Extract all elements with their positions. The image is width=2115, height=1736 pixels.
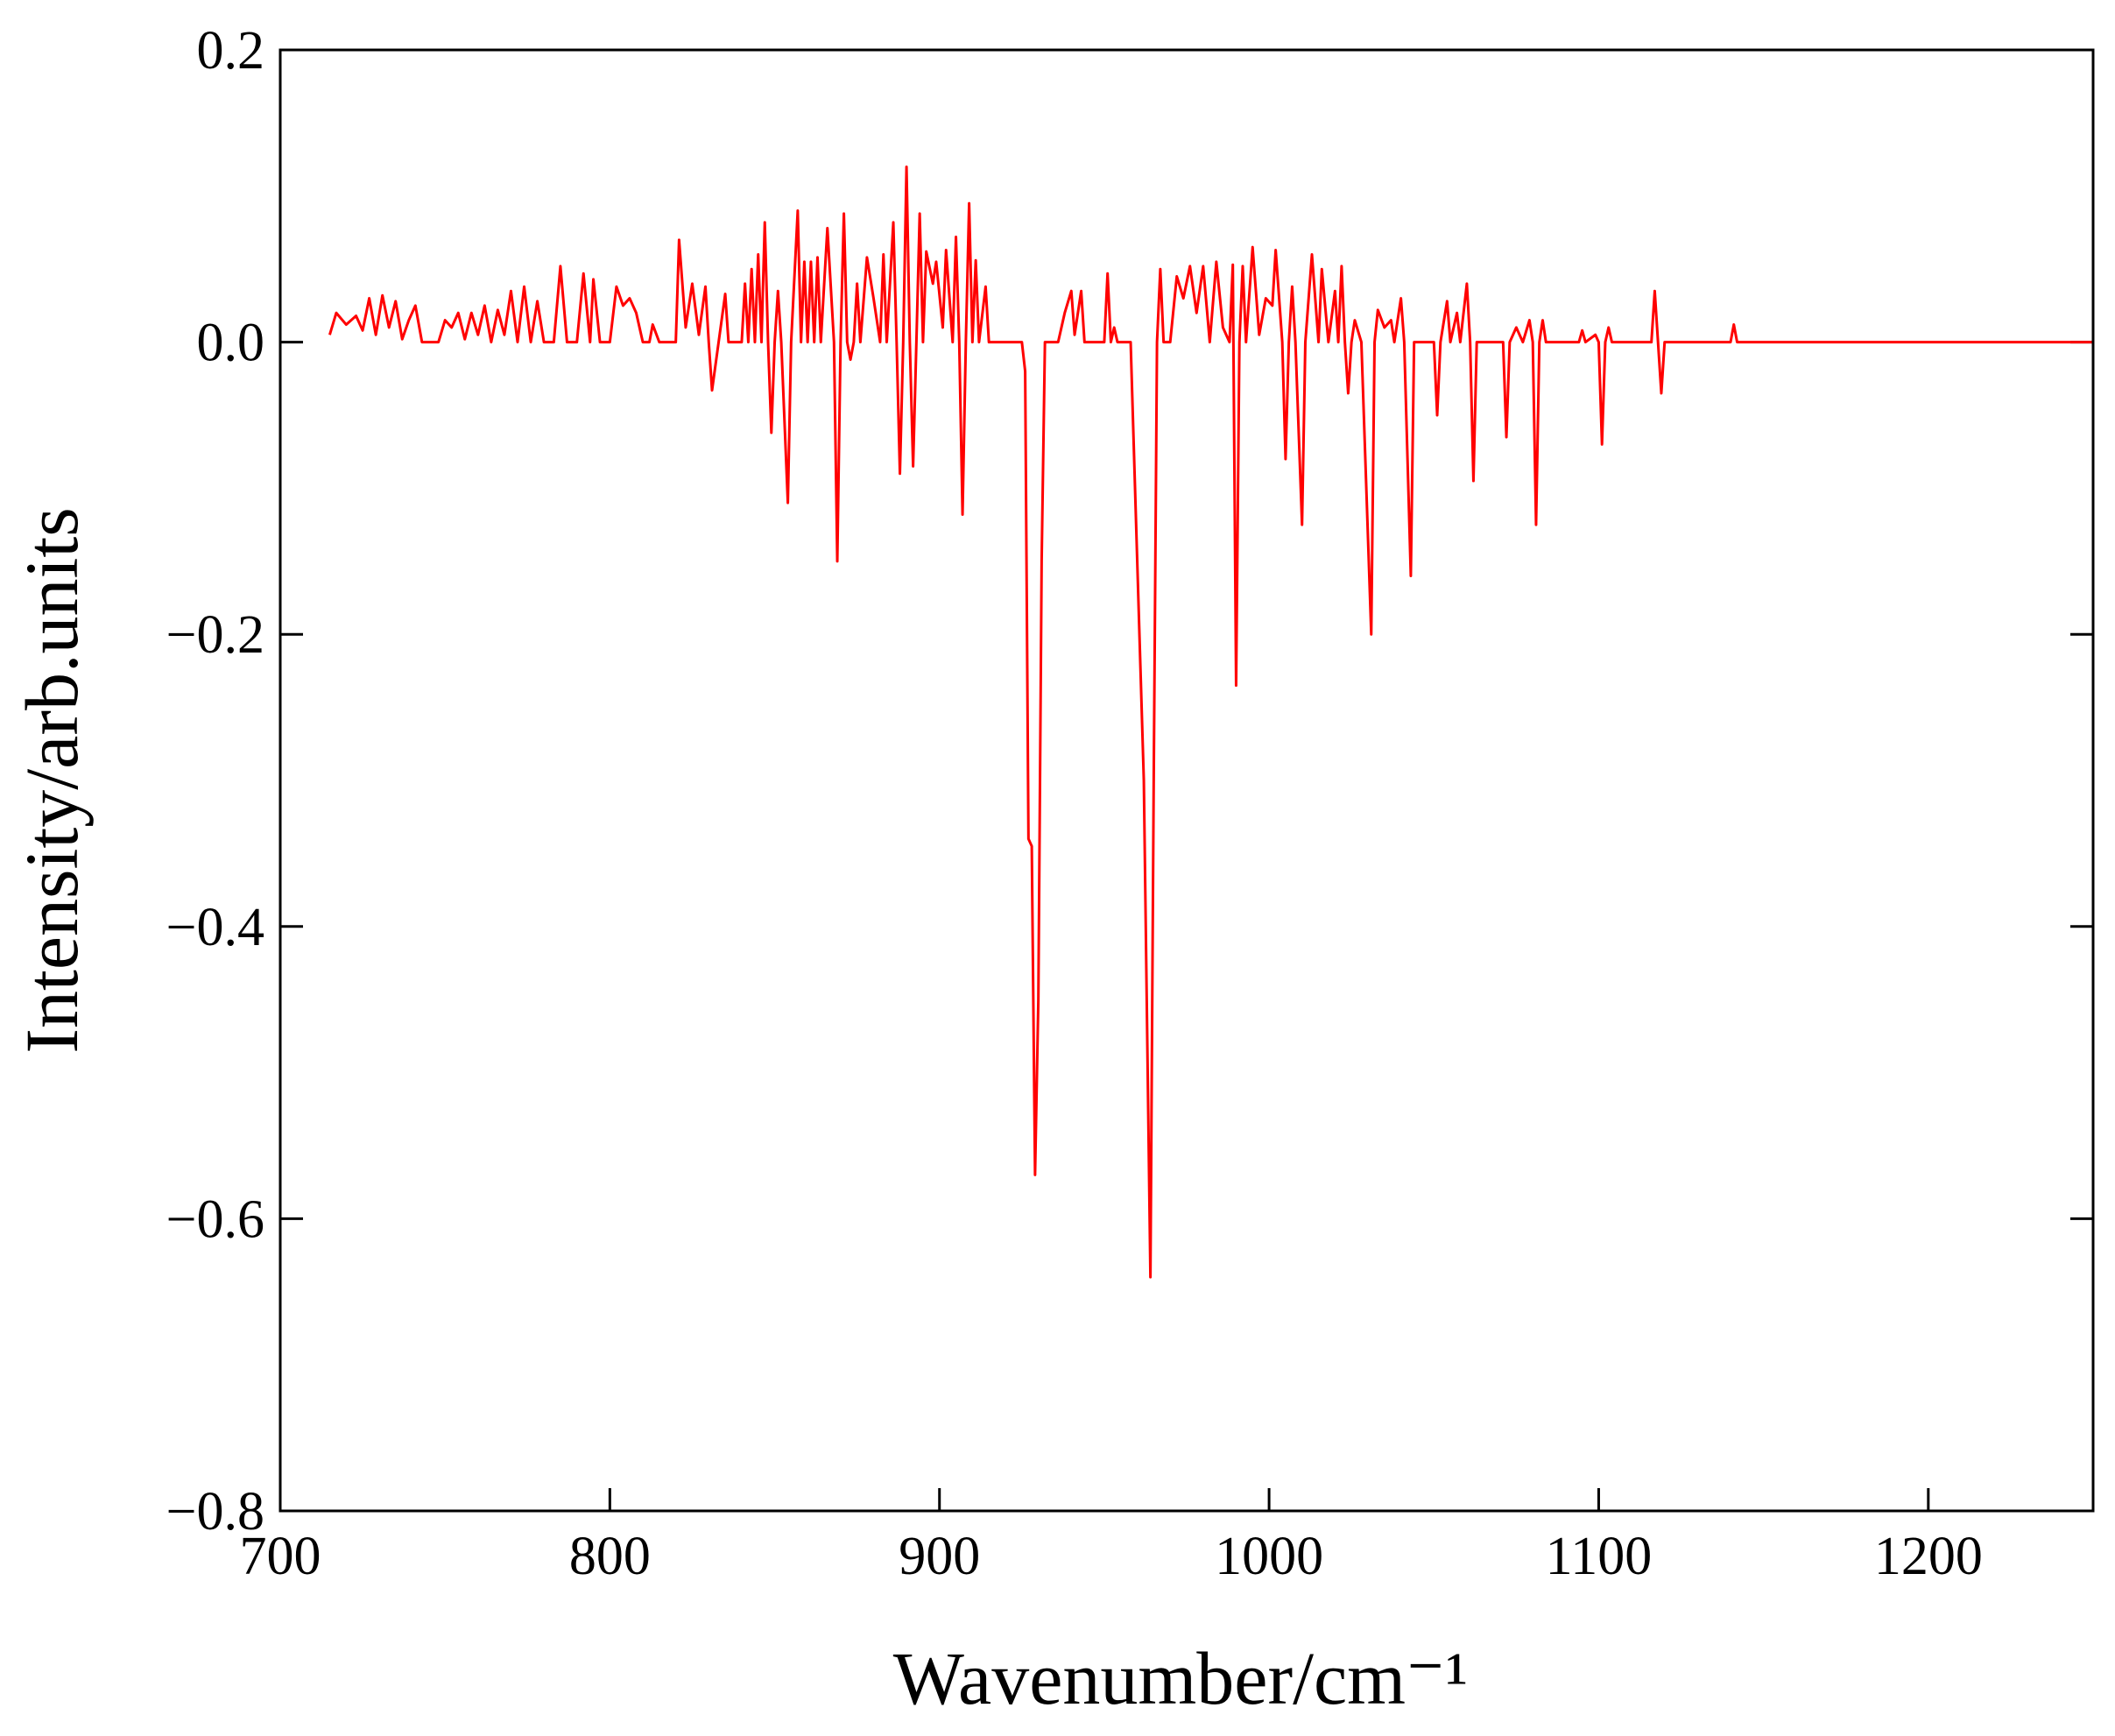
y-axis-label: Intensity/arb.units <box>10 507 94 1053</box>
x-tick-label: 1100 <box>1546 1527 1653 1586</box>
y-tick-label: −0.6 <box>166 1189 264 1249</box>
x-tick-label: 800 <box>569 1527 651 1586</box>
x-tick-label: 1200 <box>1874 1527 1983 1586</box>
y-tick-label: −0.8 <box>166 1482 264 1542</box>
y-tick-label: 0.2 <box>197 21 265 81</box>
x-tick-label: 1000 <box>1215 1527 1323 1586</box>
spectrum-line <box>328 165 2093 1279</box>
plot-frame <box>278 48 2095 1513</box>
x-tick-label: 700 <box>240 1527 321 1586</box>
y-tick-label: −0.4 <box>166 898 264 957</box>
y-tick-label: 0.0 <box>197 314 265 373</box>
y-tick-label: −0.2 <box>166 605 264 665</box>
x-axis-label: Wavenumber/cm⁻¹ <box>893 1636 1468 1720</box>
x-tick-label: 900 <box>899 1527 980 1586</box>
